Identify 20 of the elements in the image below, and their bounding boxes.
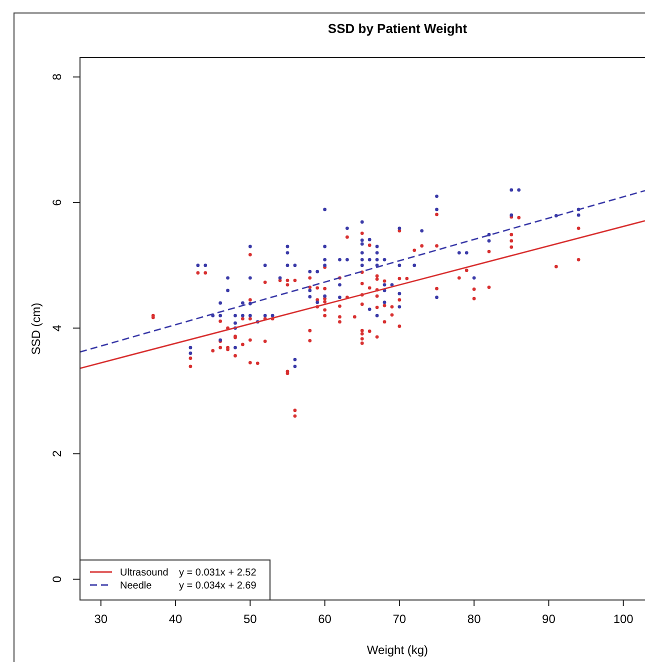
x-tick-label: 30 [94, 612, 108, 626]
x-tick-label: 60 [318, 612, 332, 626]
y-axis-title: SSD (cm) [29, 302, 43, 355]
x-tick-label: 100 [613, 612, 634, 626]
legend-label: Needle [120, 580, 152, 592]
x-axis-title: Weight (kg) [366, 643, 428, 657]
y-tick-label: 8 [50, 73, 64, 80]
x-tick-label: 40 [168, 612, 183, 626]
legend-label: Ultrasound [120, 568, 168, 578]
x-tick-label: 70 [392, 612, 406, 626]
x-tick-label: 80 [467, 612, 482, 626]
x-tick-label: 90 [542, 612, 556, 626]
y-tick-label: 4 [50, 324, 64, 332]
y-tick-label: 6 [50, 198, 64, 206]
annotation: y = 0.031x + 2.52 [179, 568, 257, 578]
annotation: y = 0.034x + 2.69 [179, 580, 257, 592]
y-tick-label: 2 [50, 450, 64, 458]
chart-title: SSD by Patient Weight [328, 21, 468, 36]
x-tick-label: 50 [243, 612, 258, 626]
y-tick-label: 0 [50, 576, 64, 583]
